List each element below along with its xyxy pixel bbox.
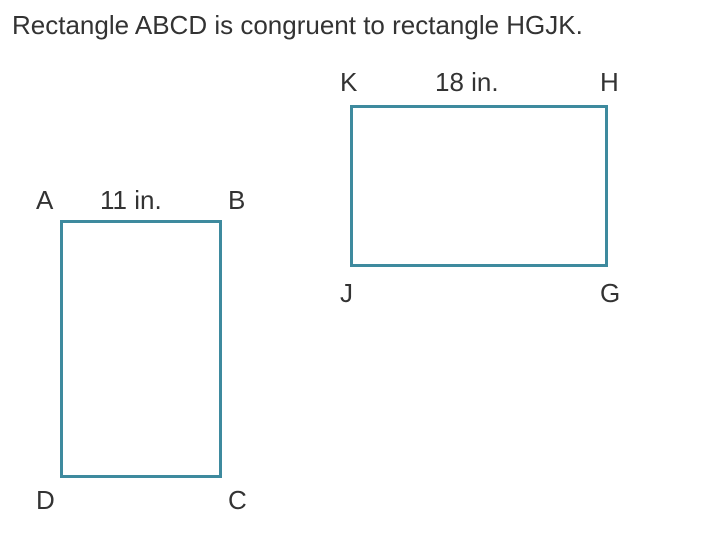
vertex-d: D xyxy=(36,485,55,516)
vertex-b: B xyxy=(228,185,245,216)
vertex-g: G xyxy=(600,278,620,309)
dimension-ab: 11 in. xyxy=(100,185,162,216)
vertex-a: A xyxy=(36,185,53,216)
rectangle-abcd xyxy=(60,220,222,478)
vertex-h: H xyxy=(600,67,619,98)
dimension-kh: 18 in. xyxy=(435,67,499,98)
congruence-statement: Rectangle ABCD is congruent to rectangle… xyxy=(12,10,583,41)
rectangle-hgjk xyxy=(350,105,608,267)
vertex-j: J xyxy=(340,278,353,309)
vertex-k: K xyxy=(340,67,357,98)
vertex-c: C xyxy=(228,485,247,516)
